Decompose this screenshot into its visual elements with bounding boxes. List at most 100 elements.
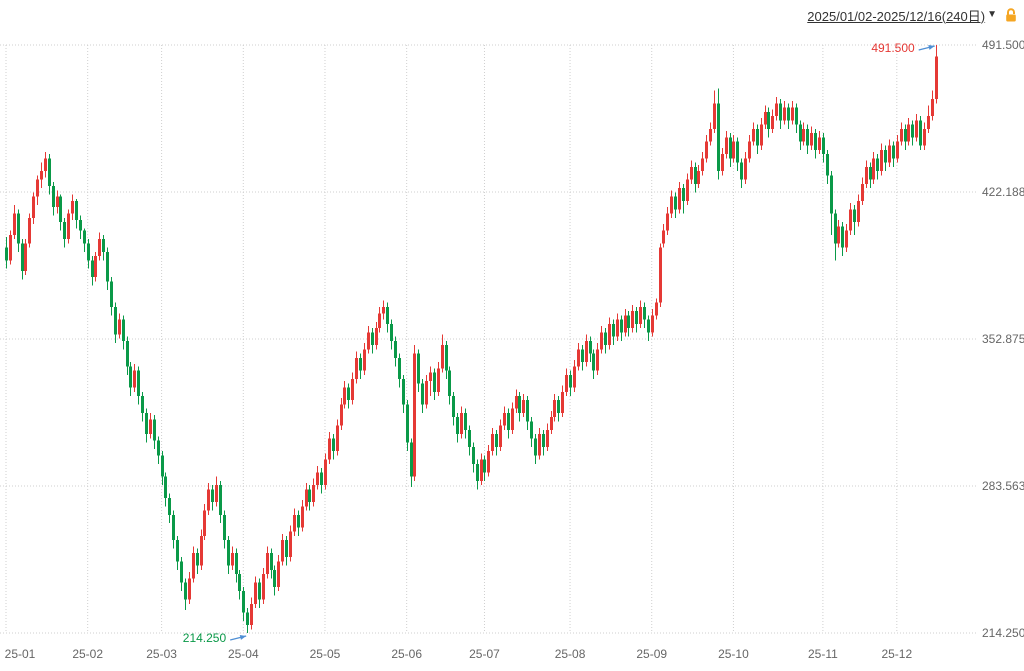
candle[interactable]: [837, 219, 840, 248]
candle[interactable]: [87, 239, 90, 269]
candle[interactable]: [834, 209, 837, 261]
candle[interactable]: [935, 45, 938, 104]
candle[interactable]: [802, 122, 805, 146]
candle[interactable]: [24, 239, 27, 276]
candle[interactable]: [869, 162, 872, 189]
candle[interactable]: [849, 203, 852, 235]
candle[interactable]: [713, 90, 716, 134]
candle[interactable]: [223, 510, 226, 549]
candle[interactable]: [460, 406, 463, 439]
candle[interactable]: [795, 103, 798, 134]
candle[interactable]: [880, 143, 883, 176]
candle[interactable]: [433, 368, 436, 401]
candle[interactable]: [651, 309, 654, 337]
candle[interactable]: [915, 113, 918, 142]
candle[interactable]: [705, 135, 708, 163]
candle[interactable]: [620, 315, 623, 341]
candle[interactable]: [219, 480, 222, 524]
candle[interactable]: [417, 349, 420, 392]
candle[interactable]: [503, 406, 506, 430]
candle[interactable]: [102, 234, 105, 261]
candle[interactable]: [168, 493, 171, 524]
candle[interactable]: [624, 309, 627, 337]
candle[interactable]: [861, 177, 864, 206]
candle[interactable]: [9, 230, 12, 265]
candle[interactable]: [694, 162, 697, 193]
candle[interactable]: [413, 345, 416, 481]
candle[interactable]: [91, 256, 94, 286]
candle[interactable]: [106, 247, 109, 290]
candle[interactable]: [550, 410, 553, 435]
candle[interactable]: [382, 300, 385, 320]
candle[interactable]: [806, 124, 809, 155]
candle[interactable]: [760, 118, 763, 150]
candle[interactable]: [441, 334, 444, 373]
candle[interactable]: [740, 158, 743, 189]
candle[interactable]: [164, 472, 167, 507]
candle[interactable]: [153, 415, 156, 450]
candle[interactable]: [561, 385, 564, 418]
candle[interactable]: [604, 328, 607, 354]
candle[interactable]: [931, 90, 934, 121]
candle[interactable]: [266, 546, 269, 579]
candle[interactable]: [659, 243, 662, 307]
candle[interactable]: [841, 222, 844, 257]
candle[interactable]: [394, 336, 397, 367]
candle[interactable]: [94, 251, 97, 282]
candle[interactable]: [585, 334, 588, 367]
candle[interactable]: [285, 535, 288, 566]
candle[interactable]: [297, 510, 300, 536]
candle[interactable]: [246, 608, 249, 633]
candle[interactable]: [491, 427, 494, 456]
candle[interactable]: [293, 508, 296, 536]
candle[interactable]: [896, 135, 899, 163]
candle[interactable]: [200, 529, 203, 570]
candle[interactable]: [378, 306, 381, 333]
candle[interactable]: [589, 336, 592, 363]
candle[interactable]: [207, 482, 210, 515]
candle[interactable]: [235, 548, 238, 583]
candle[interactable]: [390, 319, 393, 350]
candle[interactable]: [340, 398, 343, 430]
candle[interactable]: [884, 145, 887, 172]
candle[interactable]: [227, 535, 230, 575]
candle[interactable]: [122, 315, 125, 350]
candle[interactable]: [48, 154, 51, 195]
candle[interactable]: [577, 342, 580, 371]
candle[interactable]: [923, 122, 926, 150]
candle[interactable]: [639, 300, 642, 329]
candle[interactable]: [553, 393, 556, 422]
candle[interactable]: [281, 533, 284, 566]
candle[interactable]: [184, 578, 187, 611]
candle[interactable]: [75, 198, 78, 229]
candle[interactable]: [565, 368, 568, 396]
candle[interactable]: [79, 215, 82, 240]
candle[interactable]: [188, 572, 191, 604]
candle[interactable]: [56, 190, 59, 214]
candle[interactable]: [530, 417, 533, 447]
candle[interactable]: [98, 232, 101, 261]
candle[interactable]: [316, 465, 319, 490]
candle[interactable]: [5, 236, 8, 269]
candle[interactable]: [518, 391, 521, 422]
candle[interactable]: [336, 419, 339, 456]
candle[interactable]: [888, 139, 891, 167]
candle[interactable]: [573, 359, 576, 392]
candle[interactable]: [756, 124, 759, 155]
candle[interactable]: [324, 453, 327, 490]
candle[interactable]: [483, 455, 486, 481]
candle[interactable]: [398, 353, 401, 388]
candle[interactable]: [627, 311, 630, 337]
candle[interactable]: [927, 105, 930, 134]
candle[interactable]: [126, 336, 129, 375]
candle[interactable]: [643, 302, 646, 329]
candle[interactable]: [635, 306, 638, 333]
candle[interactable]: [736, 137, 739, 172]
candle[interactable]: [682, 183, 685, 214]
candle[interactable]: [13, 205, 16, 240]
candle[interactable]: [375, 321, 378, 350]
candle[interactable]: [616, 313, 619, 341]
candle[interactable]: [172, 510, 175, 549]
candle[interactable]: [487, 444, 490, 477]
candle[interactable]: [429, 366, 432, 396]
